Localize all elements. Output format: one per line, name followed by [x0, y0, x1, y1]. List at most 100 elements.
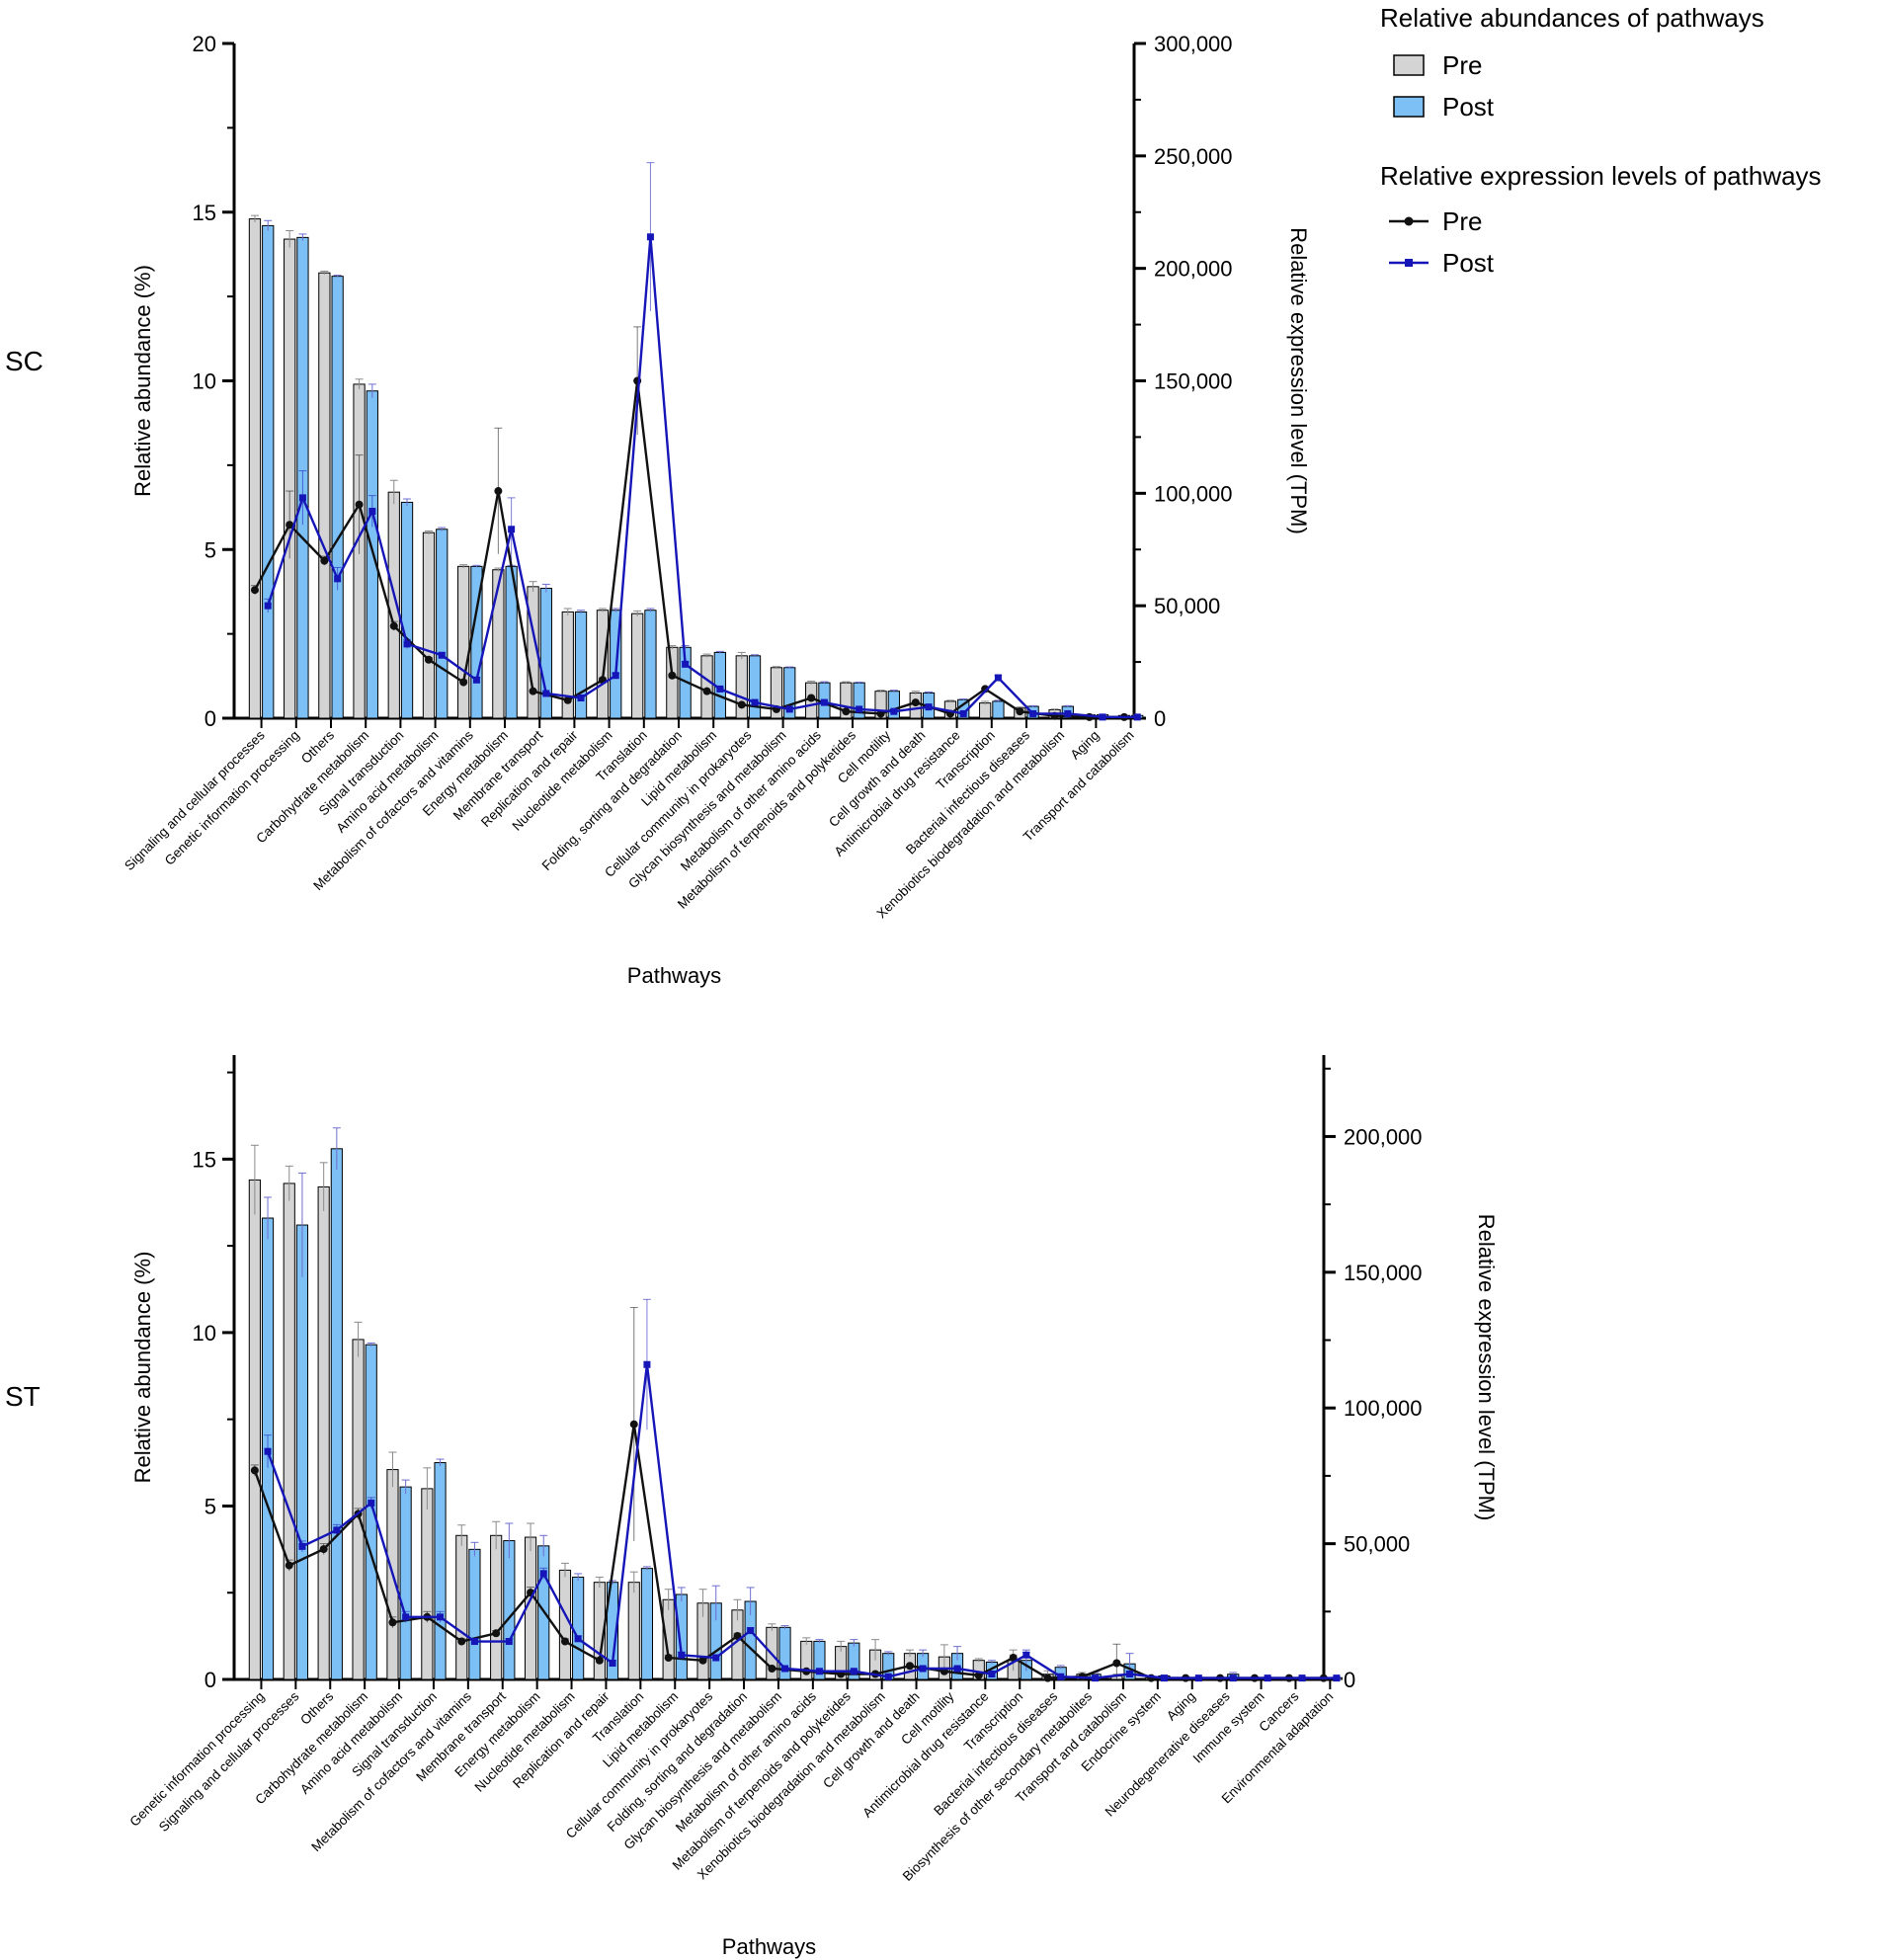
sc-point-pre: [563, 695, 572, 704]
st-point-post: [505, 1638, 513, 1646]
sc-panel-label: SC: [5, 346, 43, 376]
st-point-post: [919, 1665, 927, 1673]
sc-bar-post: [748, 655, 762, 719]
sc-point-post: [577, 694, 585, 702]
st-point-post: [1333, 1674, 1341, 1682]
st-bar-pre: [248, 1179, 261, 1680]
sc-point-post: [994, 674, 1002, 682]
sc-point-pre: [737, 700, 746, 709]
st-bar-pre: [421, 1488, 434, 1680]
sc-bar-post: [574, 611, 588, 719]
sc-bar-post: [644, 610, 657, 719]
sc-point-post: [1099, 713, 1106, 721]
sc-point-post: [334, 575, 342, 583]
sc-point-pre: [529, 687, 537, 695]
st-bar-post: [572, 1576, 585, 1680]
sc-point-post: [508, 526, 516, 533]
sc-point-post: [264, 602, 272, 610]
sc-line-pre: [253, 380, 1124, 719]
sc-point-post: [646, 233, 654, 241]
st-point-pre: [1009, 1654, 1018, 1663]
sc-point-pre: [1016, 707, 1024, 716]
sc-bar-pre: [457, 565, 470, 719]
sc-point-pre: [320, 556, 329, 565]
sc-point-post: [1133, 713, 1141, 721]
sc-point-post: [751, 698, 759, 706]
st-point-post: [953, 1665, 961, 1673]
sc-bar-pre: [248, 218, 262, 719]
sc-point-post: [368, 508, 376, 516]
sc-y2-tick-label: 300,000: [1154, 32, 1233, 56]
sc-point-pre: [668, 671, 677, 680]
legend-post-bar-label: Post: [1442, 92, 1495, 122]
st-point-post: [574, 1635, 582, 1643]
sc-point-pre: [494, 487, 503, 496]
sc-point-post: [438, 651, 446, 659]
st-y-tick-label: 0: [204, 1668, 216, 1692]
st-bar-pre: [490, 1534, 503, 1680]
legend-pre-bar-label: Pre: [1442, 50, 1482, 80]
sc-y-tick-label: 15: [193, 201, 216, 225]
sc-category-label: Signaling and cellular processes: [122, 727, 268, 873]
legend-post-line-marker: [1405, 259, 1413, 267]
legend-post-line-label: Post: [1442, 248, 1495, 278]
sc-y2-tick-label: 50,000: [1154, 594, 1220, 618]
st-point-post: [298, 1542, 306, 1550]
sc-bar-post: [436, 529, 449, 719]
sc-point-post: [716, 685, 724, 693]
st-category-label: Metabolism of cofactors and vitamins: [308, 1688, 474, 1854]
st-point-pre: [698, 1656, 707, 1665]
st-bar-post: [640, 1568, 654, 1680]
sc-y-tick-label: 10: [193, 369, 216, 394]
st-bar-post: [330, 1148, 343, 1680]
sc-bar-post: [262, 224, 275, 719]
st-point-pre: [905, 1662, 914, 1671]
sc-bar-post: [331, 276, 344, 719]
sc-point-post: [820, 698, 828, 706]
st-point-pre: [457, 1637, 466, 1646]
st-bar-post: [503, 1540, 516, 1680]
st-y2-tick-label: 100,000: [1344, 1396, 1423, 1421]
sc-bar-pre: [596, 610, 610, 719]
sc-y-tick-label: 0: [204, 706, 216, 731]
sc-bar-pre: [318, 272, 331, 719]
sc-chart-panel: SC 0 5 10 15 20 0 50,000 100,000 150,000 200,000 25…: [5, 32, 1311, 988]
sc-category-label: Genetic information processing: [162, 728, 302, 868]
st-bar-post: [295, 1224, 309, 1680]
sc-point-post: [612, 672, 619, 680]
st-point-post: [470, 1638, 478, 1646]
st-line-post: [266, 1364, 1337, 1679]
st-point-post: [1092, 1674, 1100, 1682]
sc-point-post: [1029, 709, 1037, 717]
legend-pre-line-marker: [1404, 216, 1414, 226]
sc-point-post: [472, 676, 480, 684]
st-point-pre: [1043, 1674, 1052, 1682]
st-y-tick-label: 10: [193, 1321, 216, 1346]
st-point-pre: [629, 1420, 638, 1429]
st-point-pre: [560, 1637, 569, 1646]
st-point-post: [712, 1654, 720, 1662]
sc-y2-tick-label: 0: [1154, 706, 1166, 731]
sc-point-post: [925, 703, 933, 711]
st-y-tick-label: 5: [204, 1494, 216, 1518]
st-bar-pre: [627, 1582, 640, 1680]
st-point-post: [333, 1526, 341, 1534]
st-point-pre: [664, 1654, 673, 1663]
st-bar-pre: [317, 1185, 330, 1680]
st-bar-pre: [455, 1534, 468, 1680]
sc-y2-tick-label: 250,000: [1154, 144, 1233, 169]
sc-bar-post: [539, 588, 552, 719]
legend: Relative abundances of pathways Pre Post…: [1380, 3, 1822, 278]
sc-point-pre: [286, 521, 294, 530]
legend-expression-title: Relative expression levels of pathways: [1380, 161, 1822, 191]
sc-y-axis-title: Relative abundance (%): [130, 265, 155, 497]
st-point-post: [815, 1668, 823, 1675]
sc-point-pre: [807, 694, 816, 702]
st-category-label: Signaling and cellular processes: [156, 1688, 302, 1835]
sc-point-pre: [424, 655, 433, 664]
sc-line-post: [267, 236, 1138, 719]
st-point-post: [1298, 1674, 1306, 1682]
st-bar-pre: [283, 1183, 295, 1680]
sc-bar-post: [400, 501, 414, 719]
